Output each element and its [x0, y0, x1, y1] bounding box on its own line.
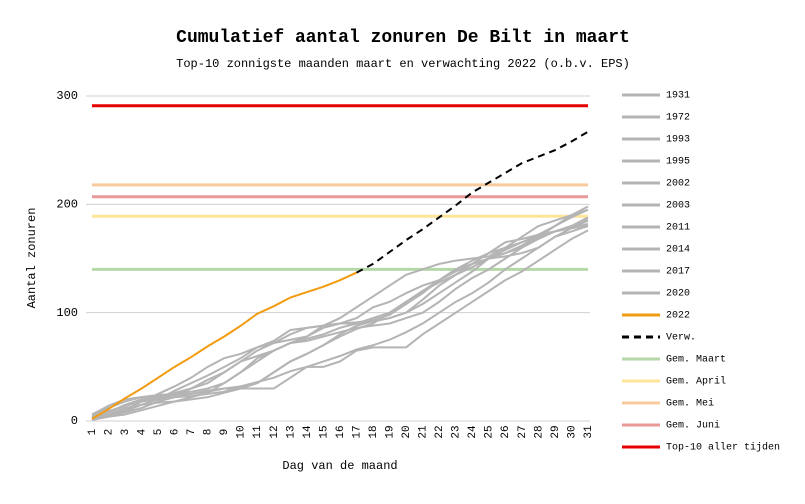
- x-tick-label: 23: [451, 425, 463, 438]
- legend-label: Gem. Maart: [666, 355, 726, 366]
- legend-label: 1995: [666, 157, 690, 168]
- series-line: [91, 229, 589, 418]
- y-tick-label: 300: [56, 89, 78, 103]
- x-tick-label: 14: [302, 425, 314, 439]
- x-tick-label: 9: [219, 429, 231, 436]
- legend-label: 1931: [666, 91, 690, 102]
- legend-label: 1972: [666, 113, 690, 124]
- series-line: [356, 130, 589, 274]
- x-tick-label: 2: [103, 429, 115, 436]
- legend-label: 2020: [666, 289, 690, 300]
- series-line: [91, 271, 357, 420]
- legend-label: Verw.: [666, 333, 696, 344]
- x-tick-label: 16: [335, 425, 347, 438]
- x-tick-label: 7: [186, 429, 198, 436]
- x-tick-label: 22: [434, 425, 446, 438]
- x-tick-label: 21: [418, 425, 430, 439]
- x-tick-label: 26: [500, 425, 512, 438]
- x-tick-label: 30: [566, 425, 578, 438]
- legend-label: Gem. April: [666, 376, 726, 388]
- legend-label: 2011: [666, 223, 690, 234]
- legend-label: Top-10 aller tijden: [666, 442, 780, 454]
- x-tick-label: 24: [467, 425, 479, 439]
- legend-label: 2002: [666, 179, 690, 190]
- legend-label: 2003: [666, 201, 690, 212]
- x-tick-label: 29: [550, 425, 562, 438]
- x-tick-label: 19: [385, 425, 397, 438]
- legend-label: Gem. Juni: [666, 420, 720, 432]
- x-tick-label: 12: [269, 425, 281, 438]
- series-line: [91, 208, 589, 421]
- x-tick-label: 8: [203, 429, 215, 436]
- y-tick-label: 200: [56, 198, 78, 212]
- series-line: [91, 219, 589, 416]
- legend-label: Gem. Mei: [666, 398, 714, 410]
- legend-label: 2014: [666, 245, 690, 256]
- legend-label: 1993: [666, 135, 690, 146]
- x-tick-label: 11: [252, 425, 264, 439]
- x-tick-label: 4: [137, 428, 149, 435]
- x-tick-label: 10: [236, 425, 248, 438]
- legend-label: 2022: [666, 311, 690, 322]
- x-tick-label: 3: [120, 429, 132, 436]
- x-tick-label: 17: [351, 425, 363, 438]
- x-tick-label: 28: [533, 425, 545, 438]
- series-line: [91, 225, 589, 419]
- chart-subtitle: Top-10 zonnigste maanden maart en verwac…: [176, 57, 630, 71]
- y-axis-label: Aantal zonuren: [25, 208, 39, 309]
- chart-title: Cumulatief aantal zonuren De Bilt in maa…: [176, 28, 630, 48]
- x-tick-label: 18: [368, 425, 380, 438]
- x-tick-label: 20: [401, 425, 413, 438]
- x-axis-label: Dag van de maand: [282, 459, 397, 473]
- x-tick-label: 27: [517, 425, 529, 438]
- series-line: [91, 205, 589, 419]
- x-tick-label: 5: [153, 429, 165, 436]
- legend-label: 2017: [666, 267, 690, 278]
- x-tick-label: 25: [484, 425, 496, 438]
- y-tick-label: 100: [56, 306, 78, 320]
- x-tick-label: 13: [285, 425, 297, 438]
- x-tick-label: 6: [170, 429, 182, 436]
- series-line: [91, 222, 589, 420]
- x-tick-label: 31: [583, 425, 595, 439]
- y-tick-label: 0: [71, 414, 78, 428]
- x-tick-label: 1: [87, 428, 99, 435]
- x-tick-label: 15: [318, 425, 330, 438]
